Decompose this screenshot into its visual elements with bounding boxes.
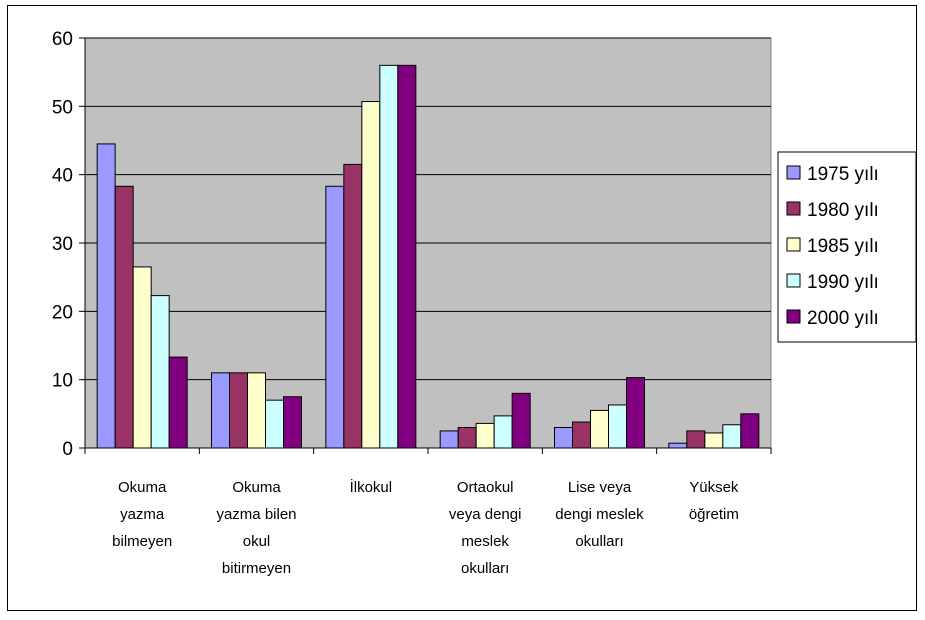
legend-label: 1980 yılı: [807, 200, 879, 221]
chart-frame: 0 10 20 30 40 50 60 Okuma yazma bilmeyen Okuma yaz…: [7, 5, 917, 611]
gridlines: [85, 37, 771, 381]
legend: 1975 yılı 1980 yılı 1985 yılı 1990 yılı 2000…: [777, 151, 916, 343]
bar: [343, 163, 363, 449]
bar: [554, 427, 573, 449]
bar: [686, 430, 706, 449]
bar: [397, 64, 417, 449]
bar: [439, 430, 459, 449]
y-tick-label: 60: [52, 29, 73, 50]
y-tick-label: 20: [52, 302, 73, 323]
bar: [572, 421, 591, 449]
bar: [96, 143, 116, 449]
bar: [668, 442, 688, 449]
bar: [361, 101, 381, 449]
bar: [626, 377, 645, 449]
y-axis-ticks: 0 10 20 30 40 50 60: [52, 29, 85, 460]
x-axis-categories: Okuma yazma bilmeyen Okuma yazma bilen okul bi…: [84, 448, 772, 577]
bar: [475, 422, 495, 449]
legend-label: 1990 yılı: [807, 272, 879, 293]
bar: [457, 427, 477, 449]
x-category-label: Ortaokul veya dengi meslek okulları: [449, 479, 522, 577]
y-tick-label: 0: [62, 439, 73, 460]
bar: [247, 372, 266, 449]
x-category-label: Okuma yazma bilmeyen: [112, 479, 172, 550]
x-category-label: Okuma yazma bilen okul bitirmeyen: [216, 479, 296, 577]
bar: [325, 185, 345, 449]
bar: [608, 404, 627, 449]
x-category-label: Lise veya dengi meslek okulları: [555, 479, 644, 550]
bar: [722, 424, 742, 449]
legend-swatch: [786, 309, 801, 324]
bar: [740, 413, 760, 449]
legend-box: [777, 151, 916, 343]
bar: [114, 185, 134, 449]
legend-label: 2000 yılı: [807, 308, 879, 329]
bar: [229, 372, 248, 449]
legend-label: 1975 yılı: [807, 164, 879, 185]
x-category-label: Yüksek öğretim: [689, 479, 739, 523]
bar: [590, 409, 609, 449]
legend-swatch: [786, 165, 801, 180]
bar: [704, 432, 724, 449]
legend-swatch: [786, 237, 801, 252]
y-tick-label: 30: [52, 234, 73, 255]
bars: [96, 64, 760, 449]
bar: [211, 372, 230, 449]
legend-swatch: [786, 201, 801, 216]
bar: [379, 64, 399, 449]
bar: [511, 392, 531, 449]
bar: [168, 356, 188, 449]
x-category-label: İlkokul: [350, 478, 393, 496]
bar: [283, 396, 302, 449]
bar: [150, 295, 170, 449]
y-tick-label: 40: [52, 166, 73, 187]
legend-label: 1985 yılı: [807, 236, 879, 257]
y-tick-label: 10: [52, 371, 73, 392]
bar: [493, 415, 513, 449]
y-tick-label: 50: [52, 97, 73, 118]
bar: [265, 399, 284, 449]
bar: [132, 266, 152, 449]
legend-swatch: [786, 273, 801, 288]
